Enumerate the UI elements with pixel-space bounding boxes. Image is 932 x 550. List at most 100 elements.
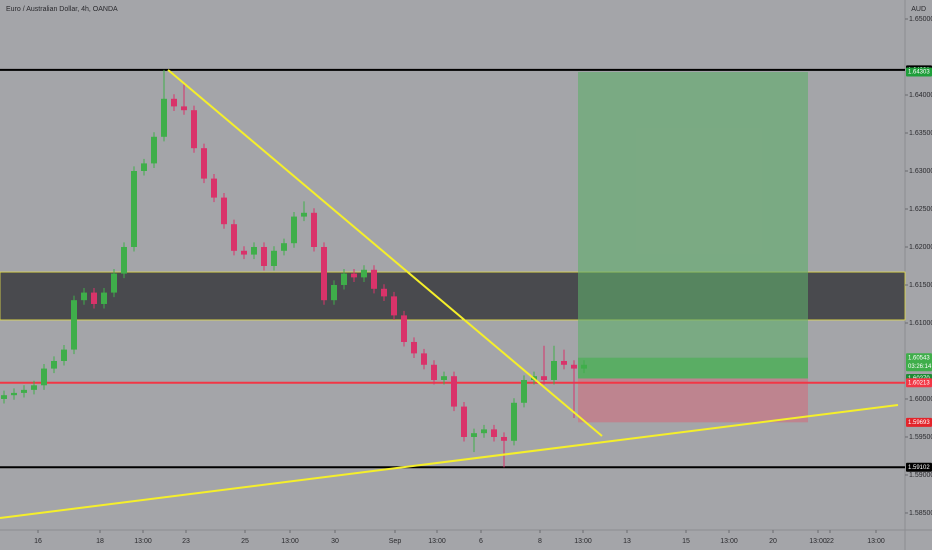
y-tick-label: 1.61000 bbox=[909, 320, 932, 327]
candle-body bbox=[171, 98, 177, 107]
candle-body bbox=[111, 273, 117, 293]
x-tick-label: 13 bbox=[623, 538, 631, 545]
y-tick-label: 1.61500 bbox=[909, 282, 932, 289]
candle-body bbox=[201, 148, 207, 179]
candle-body bbox=[411, 341, 417, 354]
candle-body bbox=[21, 389, 27, 393]
profit-zone bbox=[578, 71, 808, 379]
chart-title: Euro / Australian Dollar, 4h, OANDA bbox=[6, 6, 118, 13]
x-tick-label: 16 bbox=[34, 538, 42, 545]
open-profit bbox=[578, 357, 808, 379]
candle-body bbox=[81, 292, 87, 301]
candle-body bbox=[261, 246, 267, 266]
candle-body bbox=[141, 163, 147, 171]
x-tick-label: 13:00 bbox=[867, 538, 885, 545]
y-tick-label: 1.64000 bbox=[909, 92, 932, 99]
price-label-box bbox=[906, 462, 932, 472]
x-tick-label: 30 bbox=[331, 538, 339, 545]
x-tick-label: 23 bbox=[182, 538, 190, 545]
y-tick-label: 1.65000 bbox=[909, 16, 932, 23]
candle-body bbox=[231, 224, 237, 251]
x-tick-label: 20 bbox=[769, 538, 777, 545]
candle-body bbox=[571, 364, 577, 369]
x-tick-label: 13:00 bbox=[428, 538, 446, 545]
candle-body bbox=[311, 212, 317, 247]
candle-body bbox=[461, 406, 467, 437]
price-label-box bbox=[906, 417, 932, 427]
candle-body bbox=[511, 402, 517, 441]
x-tick-label: 25 bbox=[241, 538, 249, 545]
x-tick-label: 22 bbox=[826, 538, 834, 545]
y-tick-label: 1.63000 bbox=[909, 168, 932, 175]
x-tick-label: 18 bbox=[96, 538, 104, 545]
candle-body bbox=[271, 250, 277, 266]
y-tick-label: 1.63500 bbox=[909, 130, 932, 137]
candle-body bbox=[61, 349, 67, 361]
price-label: 1.60213 bbox=[908, 380, 930, 386]
y-tick-label: 1.60000 bbox=[909, 396, 932, 403]
candle-body bbox=[551, 360, 557, 380]
price-label-box bbox=[906, 353, 932, 372]
candle-body bbox=[71, 300, 77, 350]
candle-body bbox=[211, 178, 217, 198]
y-tick-label: 1.62500 bbox=[909, 206, 932, 213]
x-tick-label: 15 bbox=[682, 538, 690, 545]
x-tick-label: 6 bbox=[479, 538, 483, 545]
candle-body bbox=[561, 360, 567, 365]
candle-body bbox=[251, 246, 257, 255]
candle-body bbox=[541, 376, 547, 380]
price-label: 1.59693 bbox=[908, 420, 930, 426]
x-tick-label: 8 bbox=[538, 538, 542, 545]
candle-body bbox=[361, 269, 367, 278]
y-tick-label: 1.59000 bbox=[909, 472, 932, 479]
candle-body bbox=[371, 269, 377, 289]
y-tick-label: 1.58500 bbox=[909, 510, 932, 517]
candle-body bbox=[341, 273, 347, 285]
x-tick-label: 13:00 bbox=[281, 538, 299, 545]
candle-body bbox=[281, 243, 287, 251]
candle-body bbox=[581, 364, 587, 369]
candle-body bbox=[321, 246, 327, 301]
price-label: 1.64303 bbox=[908, 70, 930, 76]
candle-body bbox=[41, 368, 47, 386]
candle-body bbox=[331, 284, 337, 301]
y-tick-label: 1.59500 bbox=[909, 434, 932, 441]
candle-body bbox=[31, 385, 37, 390]
y-tick-label: 1.62000 bbox=[909, 244, 932, 251]
x-tick-label: 13:00 bbox=[809, 538, 827, 545]
candle-body bbox=[291, 216, 297, 244]
loss-zone bbox=[578, 378, 808, 423]
candle-body bbox=[521, 379, 527, 403]
candle-body bbox=[131, 170, 137, 247]
candle-body bbox=[161, 98, 167, 137]
x-tick-label: Sep bbox=[389, 538, 402, 545]
candle-body bbox=[471, 433, 477, 437]
candle-body bbox=[1, 395, 7, 399]
candle-body bbox=[191, 110, 197, 149]
candle-body bbox=[91, 292, 97, 304]
candle-body bbox=[381, 288, 387, 297]
candle-body bbox=[451, 376, 457, 407]
price-label: 1.59102 bbox=[908, 465, 930, 471]
price-label-box bbox=[906, 67, 932, 77]
candle-body bbox=[351, 273, 357, 278]
x-tick-label: 13:00 bbox=[574, 538, 592, 545]
currency-label: AUD bbox=[911, 6, 926, 13]
candle-body bbox=[401, 315, 407, 342]
candle-body bbox=[221, 197, 227, 225]
candle-body bbox=[241, 250, 247, 255]
candle-body bbox=[181, 106, 187, 111]
candle-body bbox=[441, 376, 447, 380]
trend-line bbox=[167, 69, 603, 437]
candle-body bbox=[121, 246, 127, 274]
candle-body bbox=[501, 436, 507, 441]
trend-line bbox=[0, 403, 899, 519]
candle-body bbox=[491, 429, 497, 437]
candle-body bbox=[301, 212, 307, 217]
candle-body bbox=[11, 392, 17, 396]
price-label: 1.60543 bbox=[908, 355, 930, 361]
x-tick-label: 13:00 bbox=[720, 538, 738, 545]
candle-body bbox=[151, 136, 157, 164]
